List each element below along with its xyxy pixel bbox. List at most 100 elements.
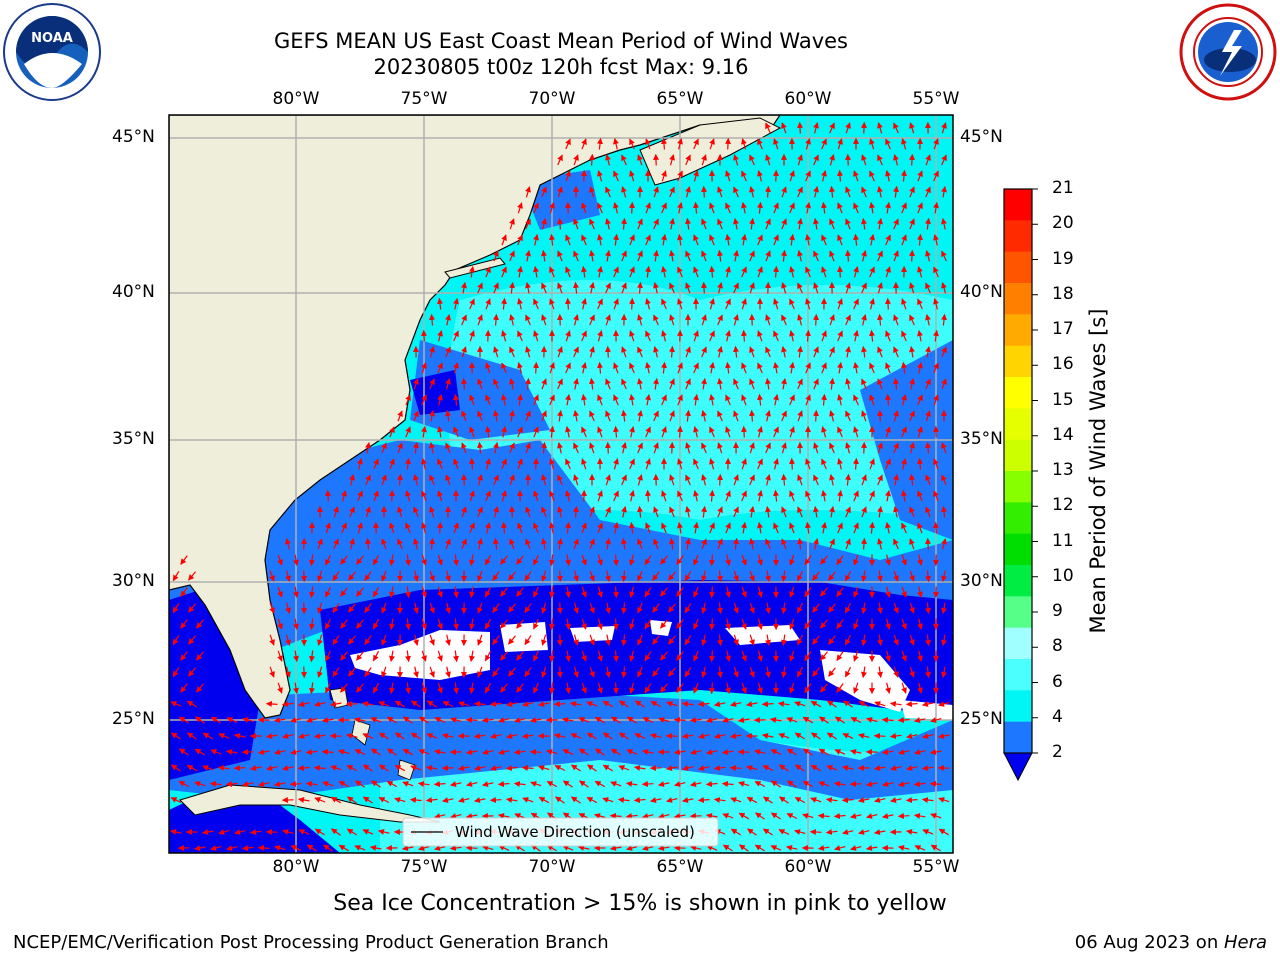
wave-direction-arrow [813, 250, 819, 262]
wave-direction-arrow [421, 362, 427, 374]
colorbar-tick-label: 17 [1052, 319, 1074, 339]
wave-direction-arrow [797, 345, 803, 358]
noaa-logo: NOAA [2, 2, 102, 102]
wave-direction-arrow [709, 426, 715, 438]
wave-direction-arrow [581, 458, 587, 470]
wave-direction-arrow [757, 266, 763, 278]
wave-direction-arrow [645, 330, 651, 342]
wave-direction-arrow [837, 362, 843, 374]
mid-blue-patch-hatteras [410, 340, 550, 440]
wave-direction-arrow [885, 490, 891, 502]
wave-direction-arrow [325, 522, 331, 534]
wave-direction-arrow [565, 521, 571, 534]
wave-direction-arrow [740, 329, 747, 342]
wave-direction-arrow [661, 298, 667, 310]
wave-direction-arrow [653, 378, 659, 390]
wave-direction-arrow [405, 457, 411, 470]
wave-direction-arrow [709, 298, 715, 310]
land-long-island [444, 257, 506, 279]
wave-direction-arrow [853, 426, 859, 438]
wave-direction-arrow [413, 410, 419, 422]
wave-direction-arrow [909, 473, 915, 486]
wave-direction-arrow [789, 362, 795, 374]
footer-machine: Hera [1223, 932, 1267, 953]
wave-direction-arrow [877, 378, 883, 390]
wave-direction-arrow [925, 186, 931, 198]
wave-direction-arrow [797, 250, 803, 262]
wave-direction-arrow [397, 473, 404, 486]
wave-direction-arrow [697, 797, 710, 804]
wave-direction-arrow [604, 345, 611, 358]
lon-label-top-65w: 65°W [656, 89, 704, 109]
wave-direction-arrow [909, 186, 915, 198]
wave-direction-arrow [397, 442, 403, 454]
wave-direction-arrow [885, 234, 891, 246]
wave-direction-arrow [685, 506, 691, 518]
wave-direction-arrow [933, 202, 939, 214]
wave-direction-arrow [677, 394, 683, 406]
wave-direction-arrow [661, 361, 667, 374]
wave-direction-arrow [700, 281, 707, 294]
wave-direction-arrow [861, 410, 867, 422]
wave-direction-arrow [556, 217, 563, 230]
wave-direction-arrow [429, 506, 435, 518]
wave-direction-arrow [829, 250, 835, 262]
wave-direction-arrow [549, 298, 555, 310]
wave-direction-arrow [485, 362, 491, 374]
wave-direction-arrow [733, 474, 739, 486]
wave-direction-arrow [813, 346, 819, 358]
wave-direction-arrow [933, 330, 939, 342]
wave-direction-arrow [525, 282, 531, 294]
wave-direction-arrow [813, 378, 819, 390]
wave-direction-arrow [917, 330, 923, 342]
wave-direction-arrow [445, 378, 451, 390]
wave-direction-arrow [517, 458, 523, 470]
wave-direction-arrow [597, 330, 603, 342]
wave-direction-arrow [509, 218, 515, 230]
wave-direction-arrow [765, 250, 771, 262]
wave-direction-arrow [701, 314, 707, 326]
wave-direction-arrow [445, 346, 451, 358]
wave-direction-arrow [725, 522, 731, 534]
wave-direction-arrow [741, 362, 747, 374]
wave-direction-arrow [629, 297, 636, 310]
wave-direction-arrow [589, 218, 595, 230]
wave-direction-arrow [373, 490, 379, 502]
wave-direction-arrow [941, 378, 947, 390]
wave-direction-arrow [869, 170, 875, 182]
wave-direction-arrow [581, 426, 587, 438]
wave-direction-arrow [924, 441, 931, 454]
wave-direction-arrow [437, 394, 443, 406]
wave-direction-arrow [924, 537, 931, 550]
wave-direction-arrow [853, 170, 859, 182]
wave-direction-arrow [781, 506, 787, 518]
wave-direction-arrow [677, 202, 683, 214]
wave-direction-arrow [597, 298, 603, 310]
wave-direction-arrow [605, 314, 611, 326]
wave-direction-arrow [781, 314, 787, 326]
wave-direction-arrow [493, 313, 500, 326]
wave-direction-arrow [541, 441, 547, 454]
wave-direction-arrow [389, 458, 395, 470]
wave-direction-arrow [741, 202, 747, 214]
wave-direction-arrow [933, 521, 939, 534]
wave-direction-arrow [901, 138, 907, 150]
wave-direction-arrow [701, 378, 707, 390]
wave-direction-arrow [773, 298, 779, 310]
lat-label-right-45n: 45°N [960, 127, 1003, 147]
wave-direction-arrow [717, 249, 723, 262]
wave-direction-arrow [541, 474, 547, 486]
colorbar-segment [1004, 314, 1032, 347]
wave-direction-arrow [653, 442, 659, 454]
wave-direction-arrow [845, 186, 851, 198]
wave-direction-arrow [757, 458, 763, 470]
wave-direction-arrow [669, 186, 675, 198]
wave-direction-arrow [497, 781, 510, 788]
wave-direction-arrow [933, 298, 939, 310]
wave-direction-arrow [933, 138, 939, 150]
wave-direction-arrow [869, 266, 875, 278]
wave-direction-arrow [717, 218, 723, 230]
wave-direction-arrow [821, 490, 827, 502]
wave-direction-arrow [925, 378, 931, 390]
wave-direction-arrow [877, 282, 883, 294]
